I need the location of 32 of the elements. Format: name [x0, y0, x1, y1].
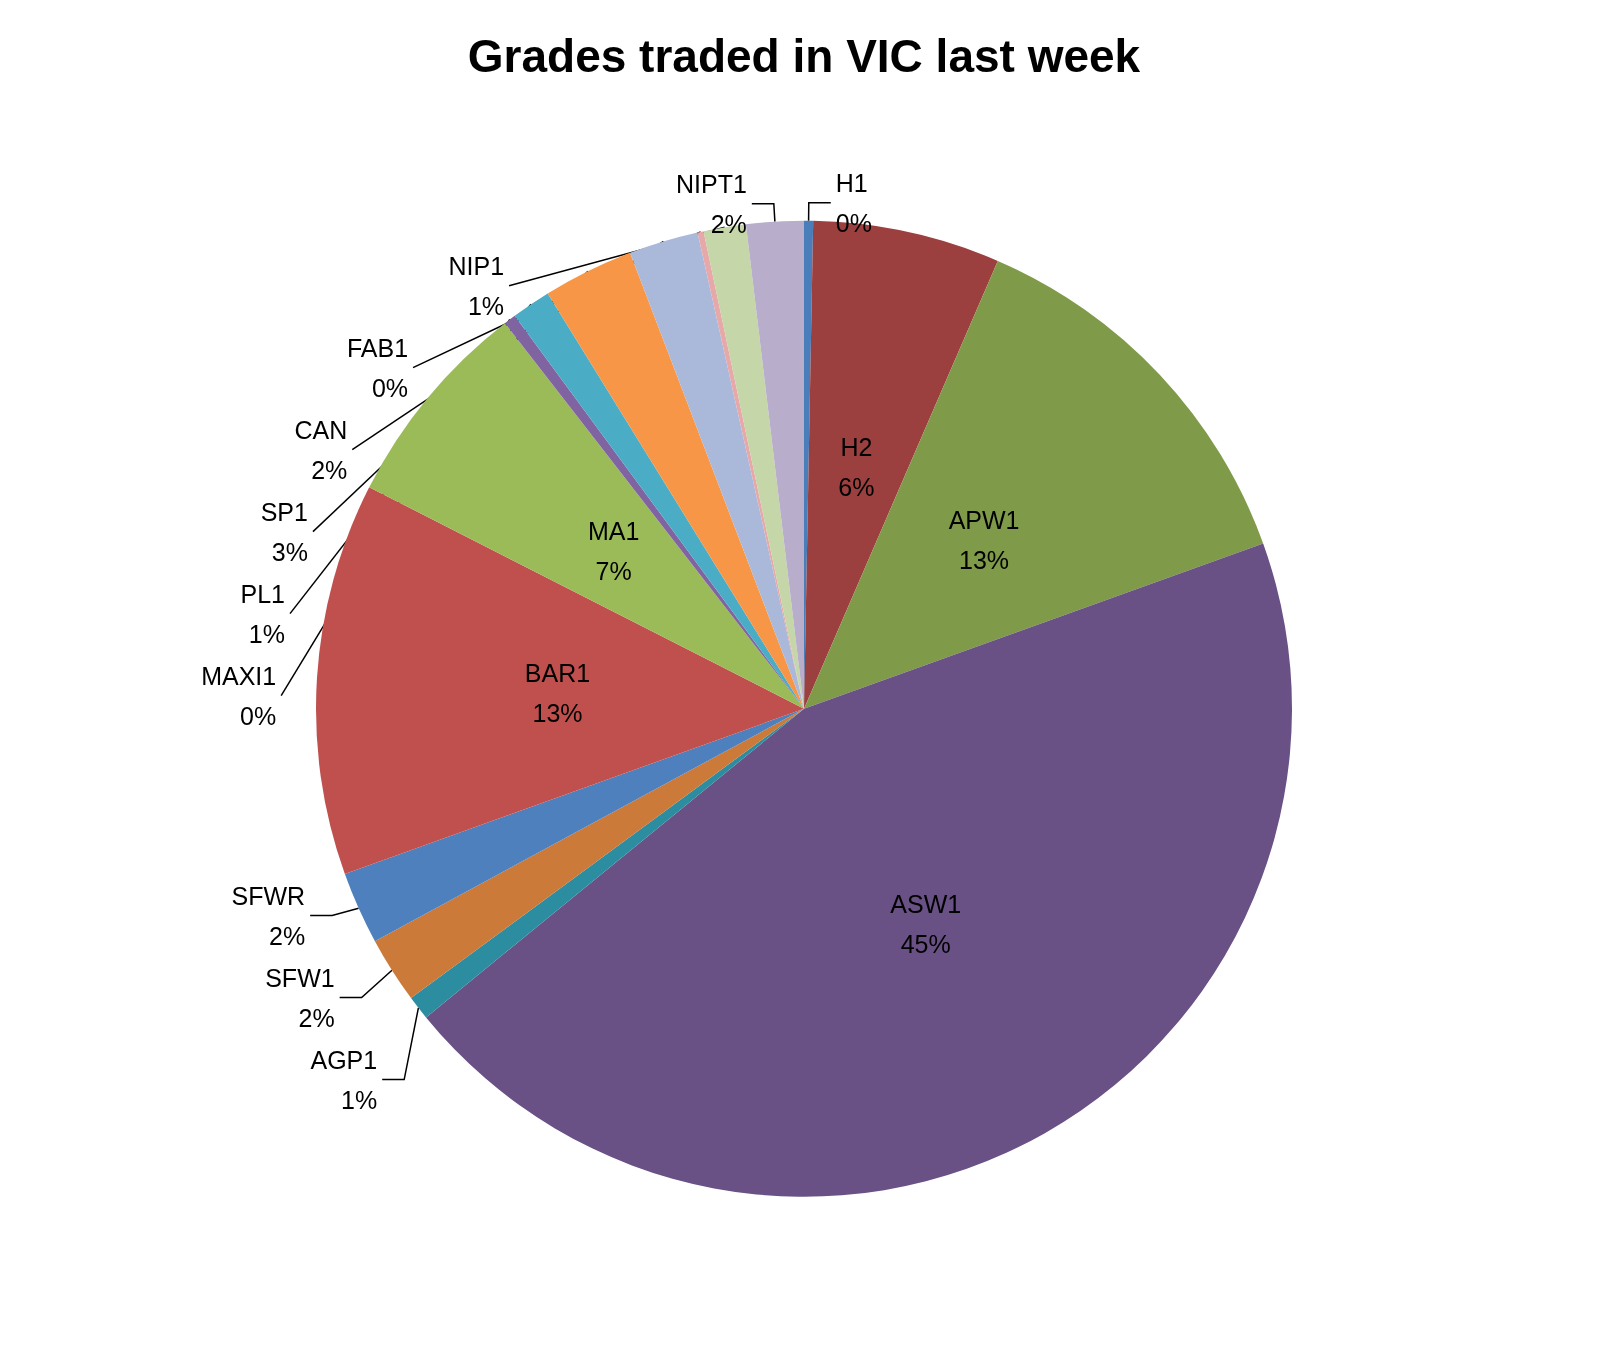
data-label: 2%: [311, 455, 348, 484]
data-label: 13%: [959, 545, 1010, 574]
slice-label: BAR1: [524, 659, 591, 688]
data-label: 3%: [271, 537, 308, 566]
slice-label: NIPT1: [675, 169, 747, 198]
data-label: 2%: [710, 209, 747, 238]
slice-label: SP1: [260, 497, 308, 526]
data-label: 1%: [248, 619, 286, 648]
data-label: 2%: [269, 921, 306, 950]
data-label: 0%: [240, 701, 277, 730]
data-label: 0%: [371, 373, 409, 402]
data-label: 7%: [595, 557, 632, 586]
data-label: 1%: [467, 291, 505, 320]
slice-label: H2: [840, 433, 873, 462]
data-label: 6%: [838, 473, 875, 502]
slice-label: SFWR: [231, 881, 306, 910]
slice-label: ASW1: [890, 889, 962, 918]
slice-label: SFW1: [265, 963, 335, 992]
data-label: 2%: [298, 1003, 335, 1032]
data-label: 45%: [900, 929, 951, 958]
slice-label: FAB1: [346, 333, 409, 362]
slice-label: MAXI1: [201, 661, 277, 690]
slice-label: MA1: [587, 517, 640, 546]
data-label: 13%: [532, 699, 583, 728]
chart-title: Grades traded in VIC last week: [467, 30, 1141, 82]
slice-label: CAN: [294, 415, 348, 444]
slice-label: APW1: [948, 505, 1020, 534]
data-label: 1%: [341, 1085, 378, 1114]
slice-label: PL1: [240, 579, 286, 608]
slice-label: NIP1: [448, 251, 505, 280]
slice-label: AGP1: [310, 1045, 378, 1074]
slice-label: H1: [835, 168, 868, 197]
